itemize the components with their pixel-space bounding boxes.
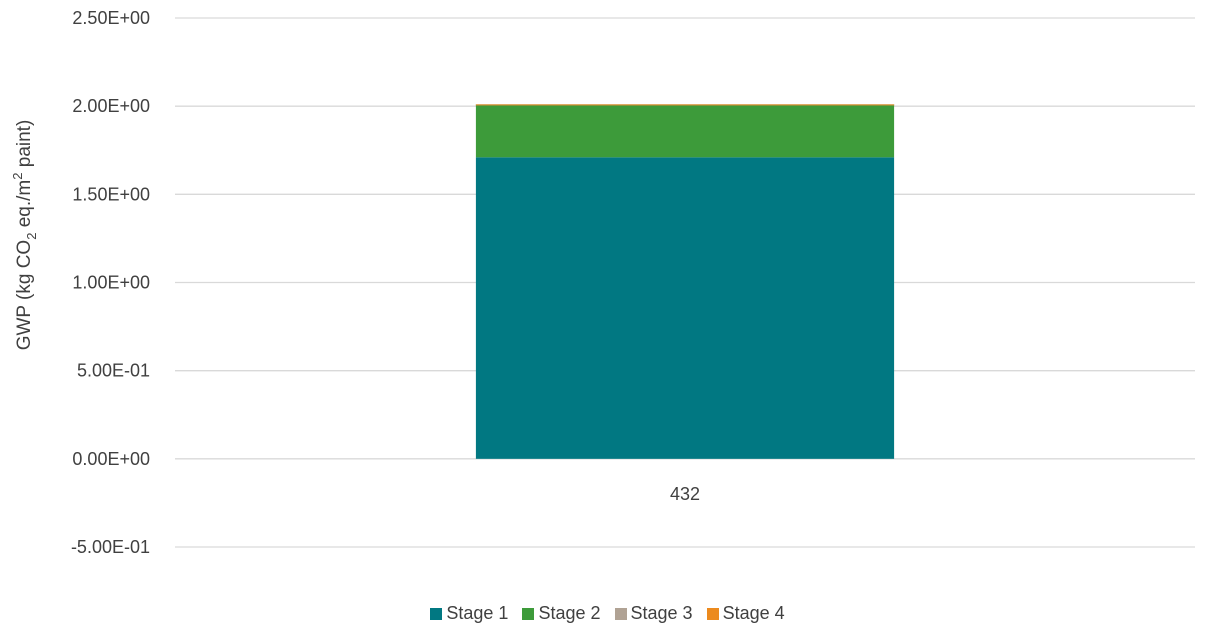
y-tick-label: 2.00E+00 [72, 96, 150, 116]
x-tick-label: 432 [670, 484, 700, 504]
x-axis-ticks: 432 [670, 484, 700, 504]
legend-swatch [614, 607, 627, 620]
legend-label: Stage 3 [630, 603, 693, 623]
legend-swatch [430, 607, 443, 620]
y-tick-label: 0.00E+00 [72, 449, 150, 469]
legend-item: Stage 2 [522, 603, 601, 624]
legend: Stage 1 Stage 2 Stage 3 Stage 4 [0, 603, 1215, 624]
legend-swatch [706, 607, 719, 620]
bar-stage-4 [475, 104, 895, 106]
y-tick-label: 2.50E+00 [72, 8, 150, 28]
y-axis-ticks: 2.50E+00 2.00E+00 1.50E+00 1.00E+00 5.00E-01… [71, 8, 150, 557]
y-tick-label: 5.00E-01 [77, 361, 150, 381]
y-tick-label: -5.00E-01 [71, 537, 150, 557]
legend-swatch [522, 607, 535, 620]
y-tick-label: 1.00E+00 [72, 273, 150, 293]
y-axis-label: GWP (kg CO2 eq./m2 paint) [10, 120, 39, 351]
legend-item: Stage 1 [430, 603, 508, 624]
bar-stage-2 [475, 104, 895, 158]
legend-item: Stage 3 [614, 603, 693, 624]
bar-stage-1 [475, 157, 895, 459]
legend-label: Stage 4 [722, 603, 785, 623]
bars [475, 104, 895, 459]
legend-item: Stage 4 [706, 603, 785, 624]
legend-label: Stage 1 [446, 603, 509, 623]
y-tick-label: 1.50E+00 [72, 184, 150, 204]
legend-label: Stage 2 [538, 603, 601, 623]
